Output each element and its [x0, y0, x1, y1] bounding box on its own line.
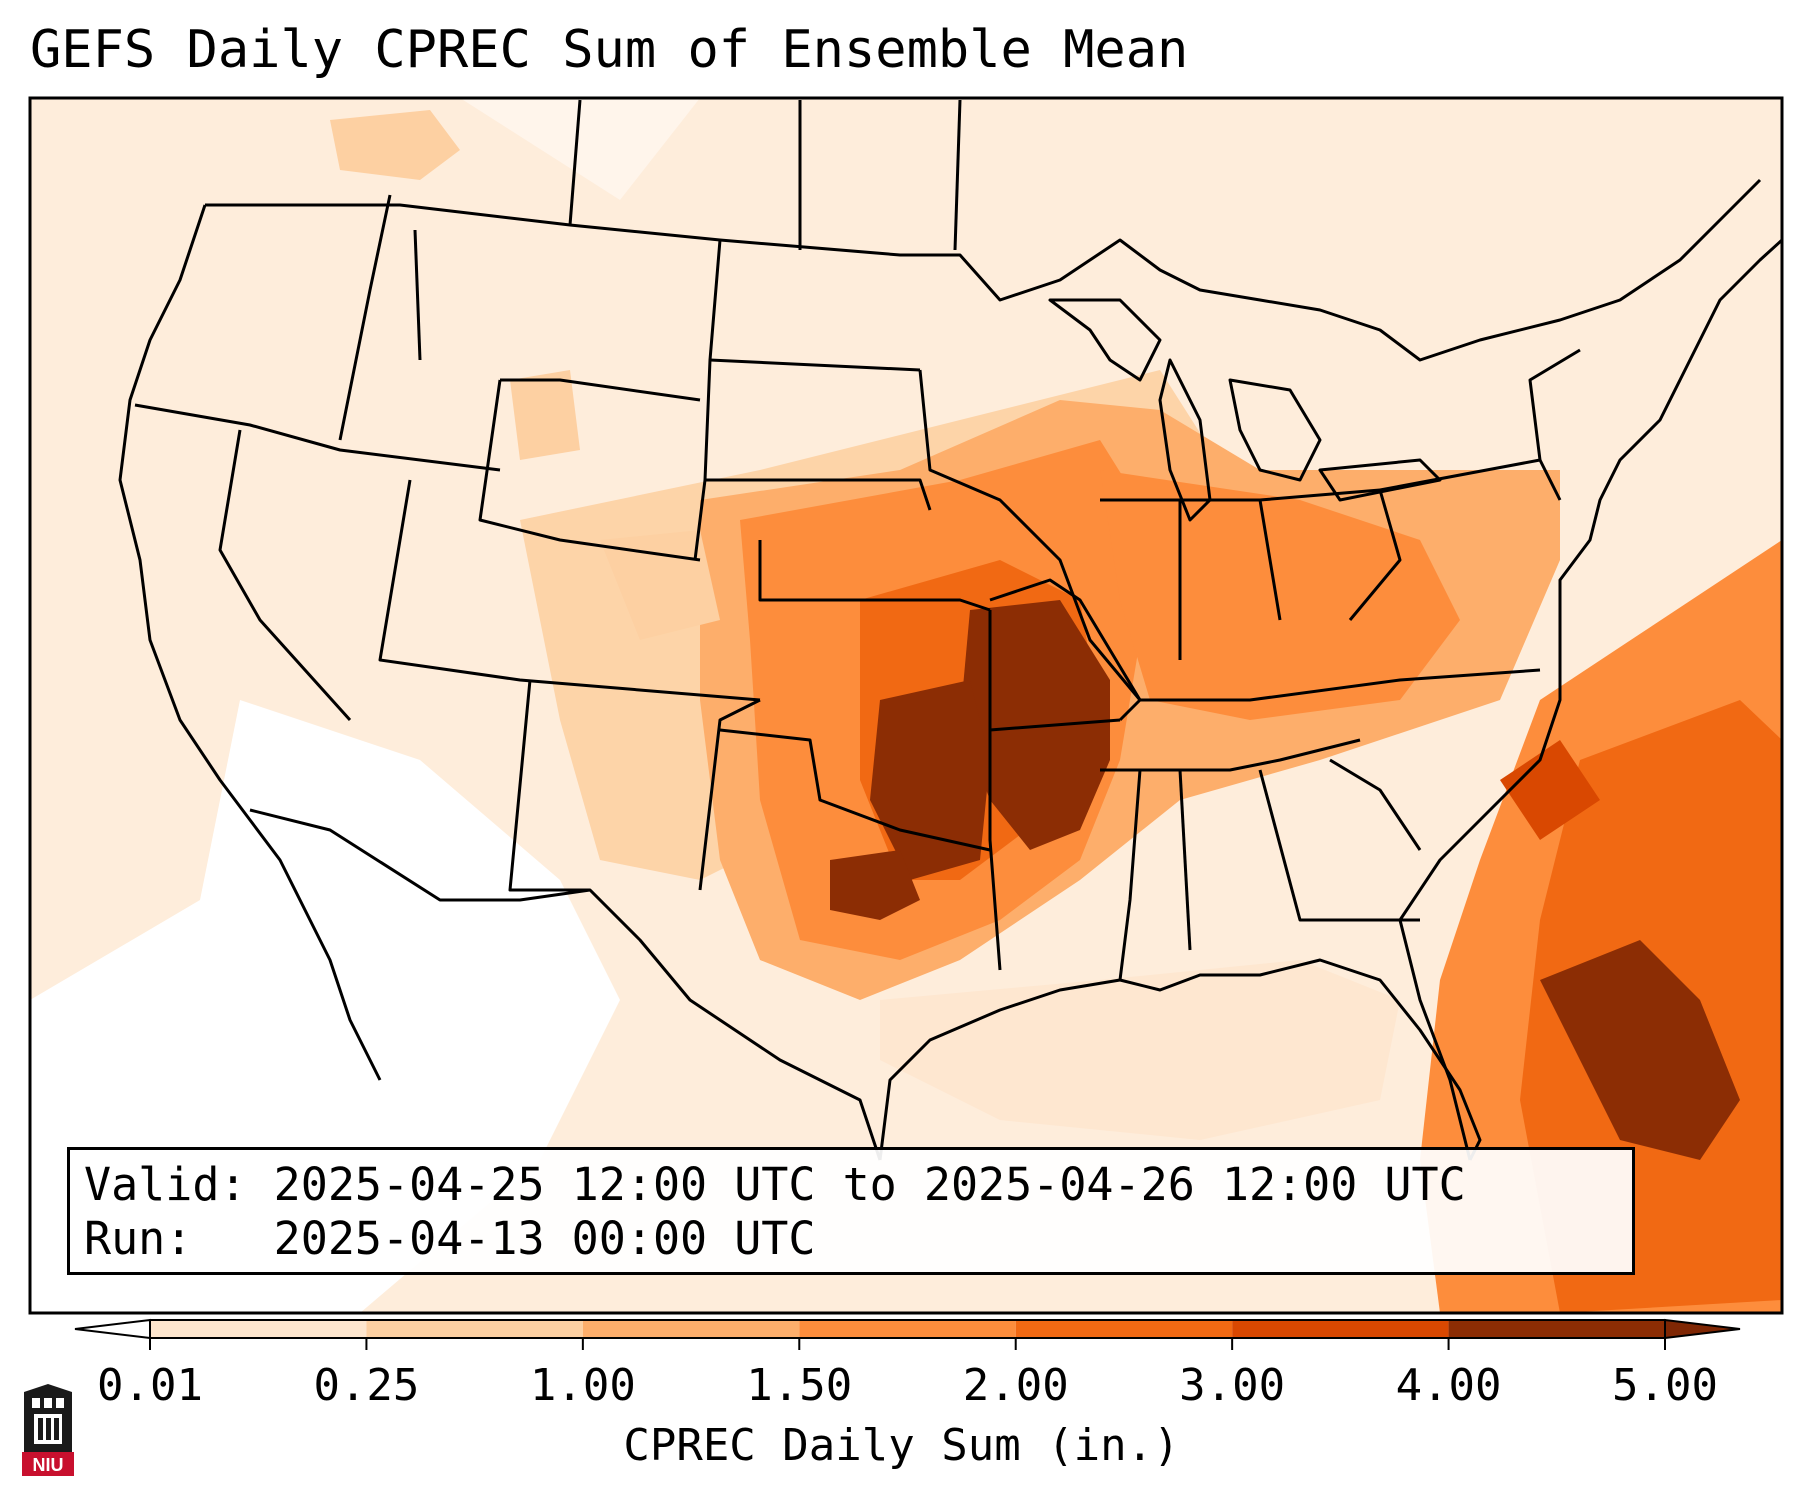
colorbar-segment — [582, 1320, 800, 1338]
colorbar — [74, 1318, 1741, 1350]
colorbar-tick-label: 4.00 — [1395, 1360, 1502, 1411]
colorbar-extend-low — [74, 1318, 151, 1340]
boundaries — [118, 99, 1782, 1161]
precip-field — [30, 98, 1782, 1313]
colorbar-tick-label: 1.50 — [746, 1360, 853, 1411]
colorbar-tick-label: 0.01 — [97, 1360, 203, 1411]
valid-time-box: Valid: 2025-04-25 12:00 UTC to 2025-04-2… — [67, 1147, 1635, 1275]
colorbar-segment — [366, 1320, 583, 1338]
colorbar-tick-label: 5.00 — [1612, 1360, 1718, 1411]
colorbar-tick-label: 2.00 — [962, 1360, 1069, 1411]
colorbar-segment — [1015, 1320, 1233, 1338]
valid-time-text: Valid: 2025-04-25 12:00 UTC to 2025-04-2… — [84, 1158, 1466, 1211]
colorbar-tick-label: 0.25 — [313, 1360, 420, 1411]
colorbar-label: CPREC Daily Sum (in.) — [623, 1420, 1180, 1471]
university-tower-icon: NIU — [22, 1384, 74, 1476]
svg-text:NIU: NIU — [33, 1455, 64, 1475]
colorbar-segment — [150, 1320, 367, 1338]
colorbar-segment — [799, 1320, 1016, 1338]
chart-title: GEFS Daily CPREC Sum of Ensemble Mean — [30, 20, 1189, 80]
colorbar-frame — [149, 1319, 1666, 1339]
colorbar-segment — [1232, 1320, 1449, 1338]
colorbar-segment — [1448, 1320, 1665, 1338]
colorbar-tick-label: 3.00 — [1179, 1360, 1286, 1411]
run-time-text: Run: 2025-04-13 00:00 UTC — [84, 1212, 816, 1265]
colorbar-extend-high — [1664, 1318, 1741, 1340]
map-frame — [28, 96, 1784, 1315]
colorbar-tick-label: 1.00 — [529, 1360, 636, 1411]
